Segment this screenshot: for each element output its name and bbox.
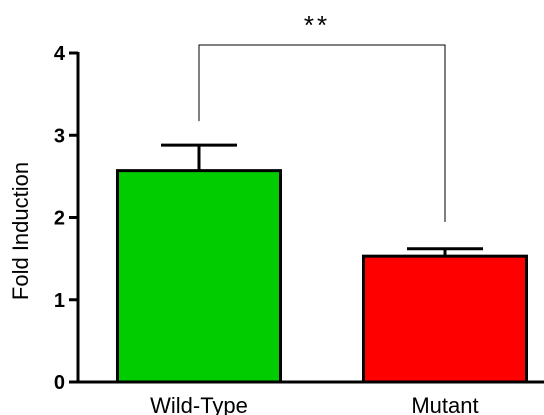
y-tick-label: 4 [54,43,66,65]
y-tick-label: 3 [54,125,65,147]
category-label: Wild-Type [150,393,248,415]
significance-bracket [198,44,446,222]
labels: 0 1 2 3 4 Wild-Type Mutant ** [54,10,479,415]
bar [116,169,282,384]
category-label: Mutant [411,393,478,415]
y-tick-label: 0 [54,372,65,394]
y-tick-label: 1 [54,290,65,312]
significance-label: ** [304,10,330,40]
y-tick-label: 2 [54,208,65,230]
bars [116,143,528,384]
y-axis-title: Fold Induction [8,162,33,300]
bar [362,254,528,384]
